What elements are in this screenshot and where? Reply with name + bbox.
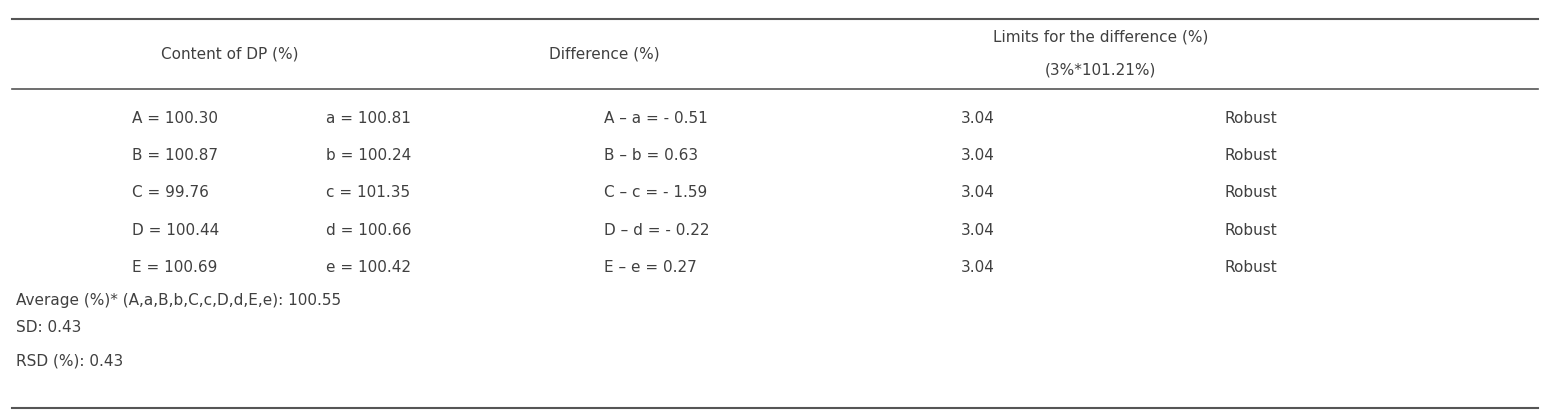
Text: Robust: Robust: [1224, 260, 1277, 275]
Text: (3%*101.21%): (3%*101.21%): [1045, 62, 1156, 77]
Text: Robust: Robust: [1224, 186, 1277, 200]
Text: A = 100.30: A = 100.30: [132, 111, 217, 126]
Text: 3.04: 3.04: [961, 111, 995, 126]
Text: c = 101.35: c = 101.35: [326, 186, 409, 200]
Text: 3.04: 3.04: [961, 186, 995, 200]
Text: C = 99.76: C = 99.76: [132, 186, 209, 200]
Text: e = 100.42: e = 100.42: [326, 260, 411, 275]
Text: Robust: Robust: [1224, 148, 1277, 163]
Text: a = 100.81: a = 100.81: [326, 111, 411, 126]
Text: A – a = - 0.51: A – a = - 0.51: [604, 111, 708, 126]
Text: D = 100.44: D = 100.44: [132, 223, 219, 238]
Text: 3.04: 3.04: [961, 223, 995, 238]
Text: Limits for the difference (%): Limits for the difference (%): [994, 29, 1207, 44]
Text: B – b = 0.63: B – b = 0.63: [604, 148, 699, 163]
Text: b = 100.24: b = 100.24: [326, 148, 411, 163]
Text: SD: 0.43: SD: 0.43: [16, 320, 81, 335]
Text: Robust: Robust: [1224, 223, 1277, 238]
Text: Difference (%): Difference (%): [549, 46, 660, 61]
Text: d = 100.66: d = 100.66: [326, 223, 411, 238]
Text: C – c = - 1.59: C – c = - 1.59: [604, 186, 708, 200]
Text: E = 100.69: E = 100.69: [132, 260, 217, 275]
Text: B = 100.87: B = 100.87: [132, 148, 217, 163]
Text: Average (%)* (A,a,B,b,C,c,D,d,E,e): 100.55: Average (%)* (A,a,B,b,C,c,D,d,E,e): 100.…: [16, 293, 341, 308]
Text: RSD (%): 0.43: RSD (%): 0.43: [16, 354, 122, 369]
Text: 3.04: 3.04: [961, 260, 995, 275]
Text: 3.04: 3.04: [961, 148, 995, 163]
Text: Content of DP (%): Content of DP (%): [161, 46, 298, 61]
Text: E – e = 0.27: E – e = 0.27: [604, 260, 698, 275]
Text: D – d = - 0.22: D – d = - 0.22: [604, 223, 710, 238]
Text: Robust: Robust: [1224, 111, 1277, 126]
